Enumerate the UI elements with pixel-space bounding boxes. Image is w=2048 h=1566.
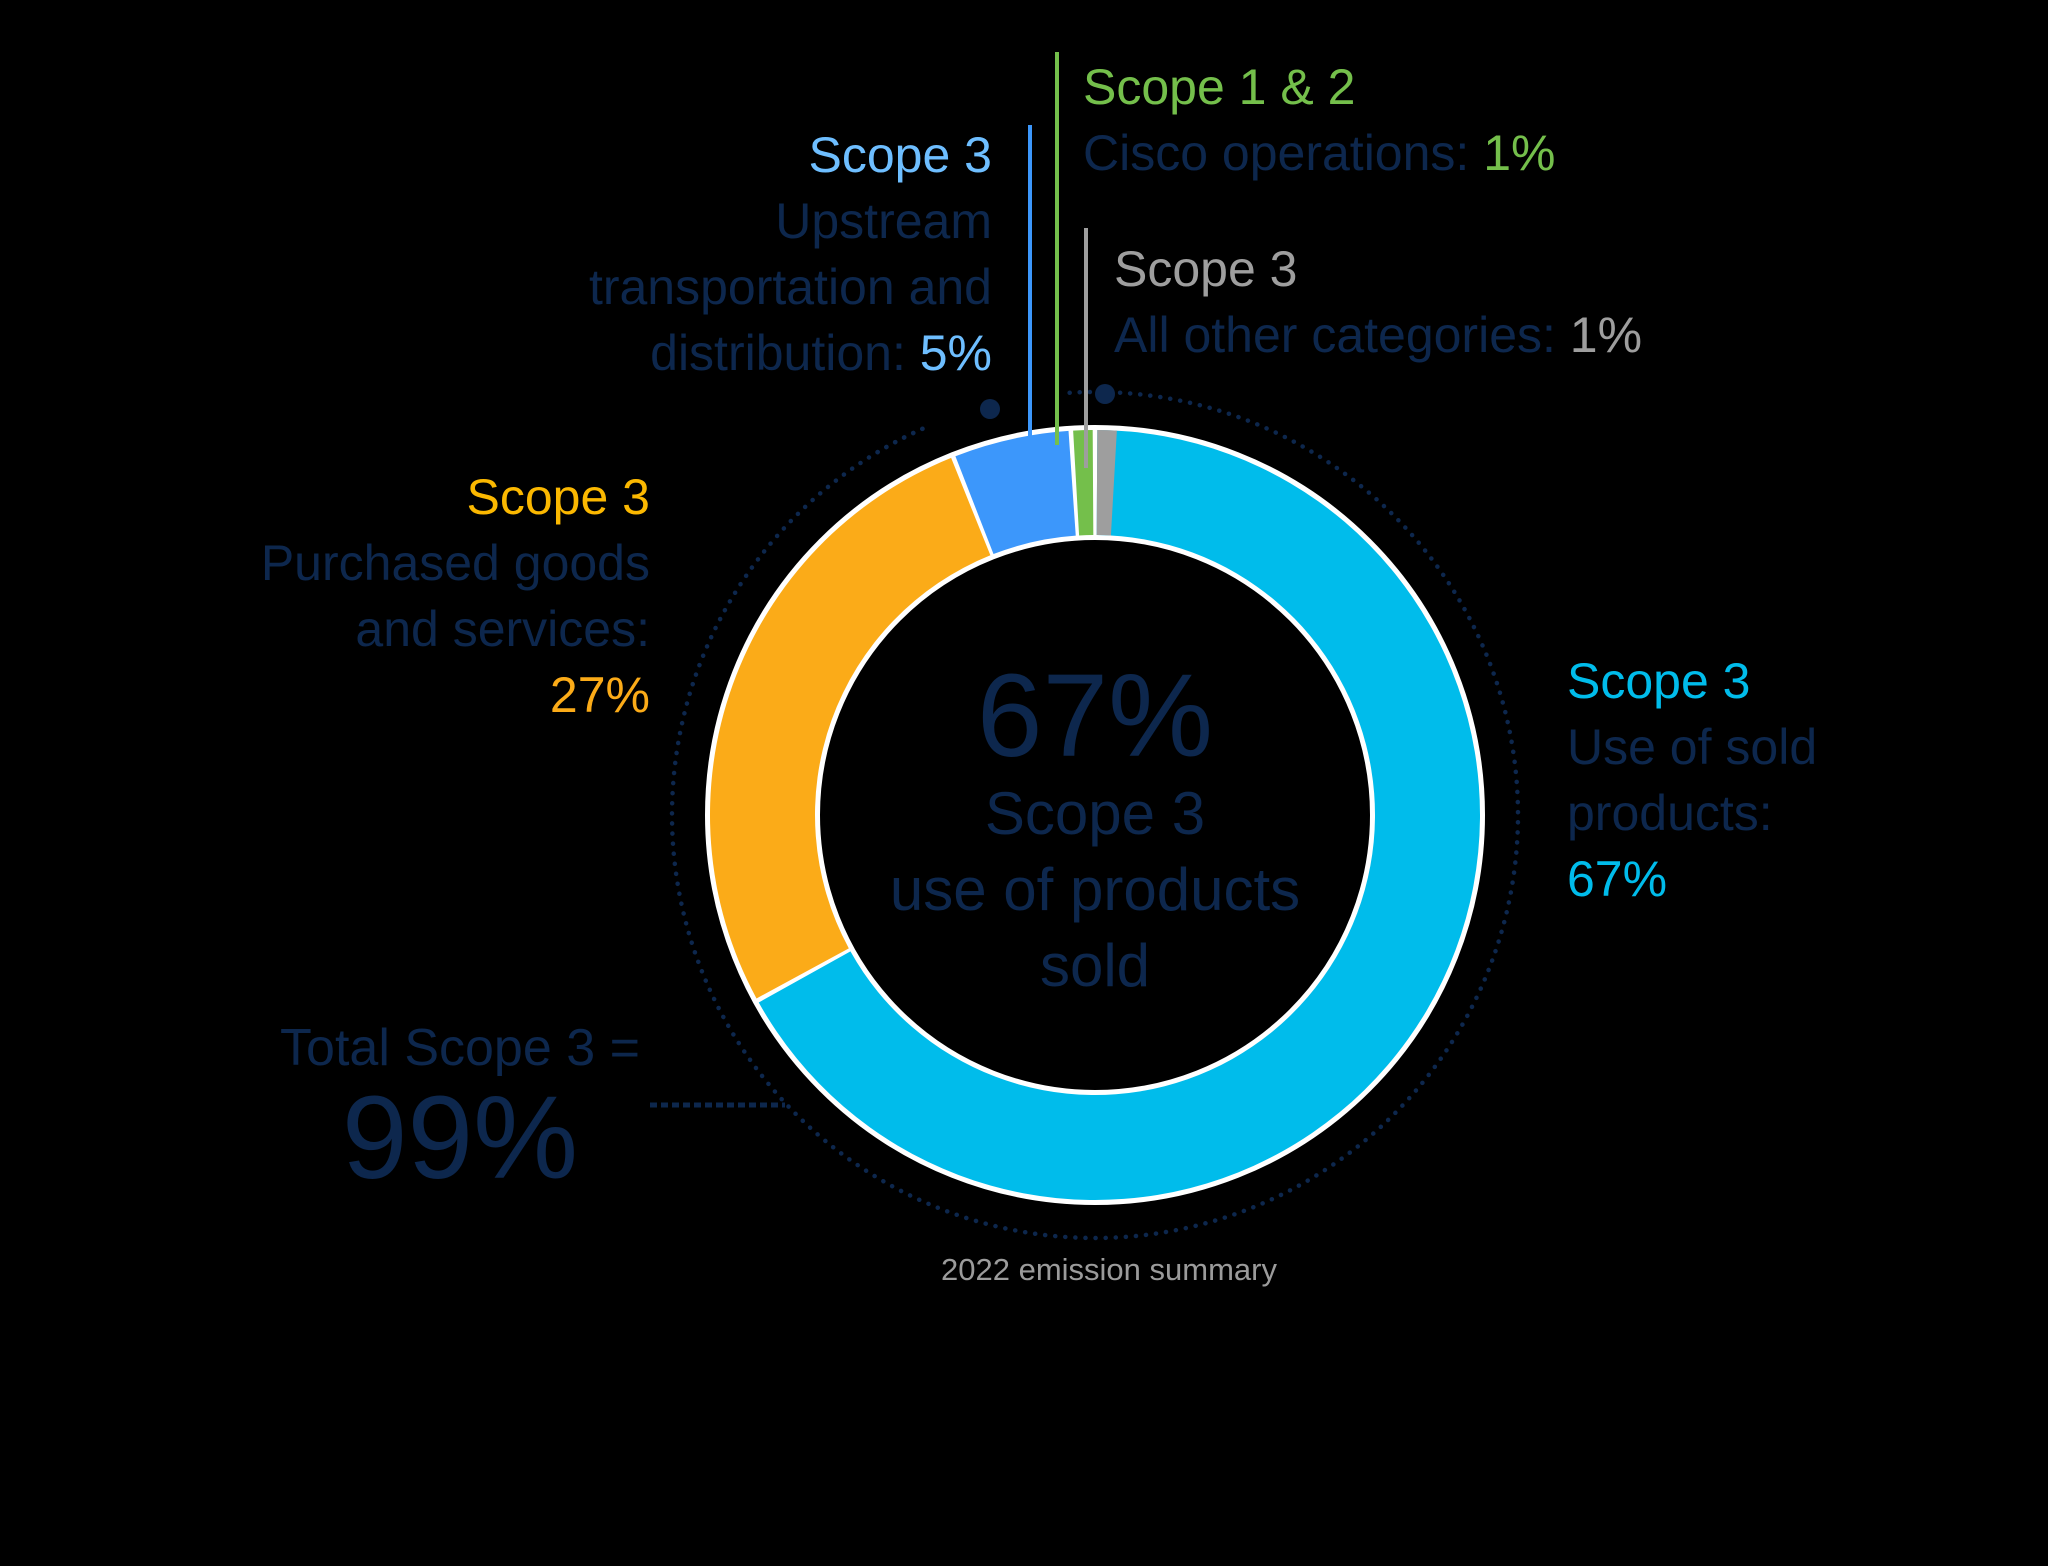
donut-slice-purchased-goods-and-services	[709, 457, 991, 999]
category-text: products:	[1567, 785, 1773, 841]
dotted-guide-arc	[669, 389, 1521, 1241]
donut-slice-cisco-operations	[1073, 430, 1094, 536]
total-label: Total Scope 3 =	[280, 1019, 640, 1077]
category-line-with-pct: distribution: 5%	[420, 320, 992, 386]
percent-value: 1%	[1569, 307, 1643, 363]
total-scope3: Total Scope 3 = 99%	[250, 1018, 670, 1198]
donut-slice-upstream-transportation-and-distribution	[955, 430, 1076, 555]
dotted-guide-arc	[871, 426, 925, 457]
label-cisco-operations: Scope 1 & 2 Cisco operations: 1%	[1083, 54, 1555, 186]
donut-slice-use-of-sold-products	[758, 430, 1481, 1200]
center-label: sold	[1039, 932, 1151, 999]
scope-heading: Scope 3	[1114, 241, 1298, 297]
label-use-of-sold-products: Scope 3 Use of sold products: 67%	[1567, 648, 1817, 912]
category-line-with-pct: All other categories: 1%	[1114, 302, 1642, 368]
label-upstream-transportation: Scope 3 Upstream transportation and dist…	[420, 122, 992, 386]
label-purchased-goods: Scope 3 Purchased goods and services: 27…	[150, 464, 650, 728]
donut-center: 67% Scope 3 use of products sold	[845, 656, 1345, 1004]
chart-caption: 2022 emission summary	[941, 1252, 1277, 1287]
category-text: Purchased goods	[260, 535, 650, 591]
category-text: distribution:	[650, 325, 920, 381]
percent-value: 67%	[1567, 851, 1668, 907]
percent-value: 27%	[549, 667, 650, 723]
percent-value: 1%	[1483, 125, 1556, 181]
guide-endpoint-dot	[980, 399, 1000, 419]
scope-heading: Scope 3	[466, 469, 650, 525]
percent-value: 5%	[919, 325, 992, 381]
donut-slice-all-other-categories	[1096, 430, 1117, 536]
center-label: use of products	[889, 856, 1301, 923]
category-text: transportation and	[588, 259, 992, 315]
scope-heading: Scope 1 & 2	[1083, 59, 1356, 115]
category-line-with-pct: Cisco operations: 1%	[1083, 120, 1555, 186]
category-text: All other categories:	[1114, 307, 1570, 363]
center-percent: 67%	[976, 650, 1214, 782]
category-text: Cisco operations:	[1083, 125, 1484, 181]
scope-heading: Scope 3	[1567, 653, 1751, 709]
label-all-other-categories: Scope 3 All other categories: 1%	[1114, 236, 1642, 368]
guide-endpoint-dot	[1095, 384, 1115, 404]
scope-heading: Scope 3	[808, 127, 992, 183]
category-text: and services:	[355, 601, 650, 657]
center-label: Scope 3	[984, 780, 1206, 847]
category-text: Use of sold	[1567, 719, 1818, 775]
category-text: Upstream	[775, 193, 992, 249]
total-value: 99%	[341, 1072, 579, 1204]
